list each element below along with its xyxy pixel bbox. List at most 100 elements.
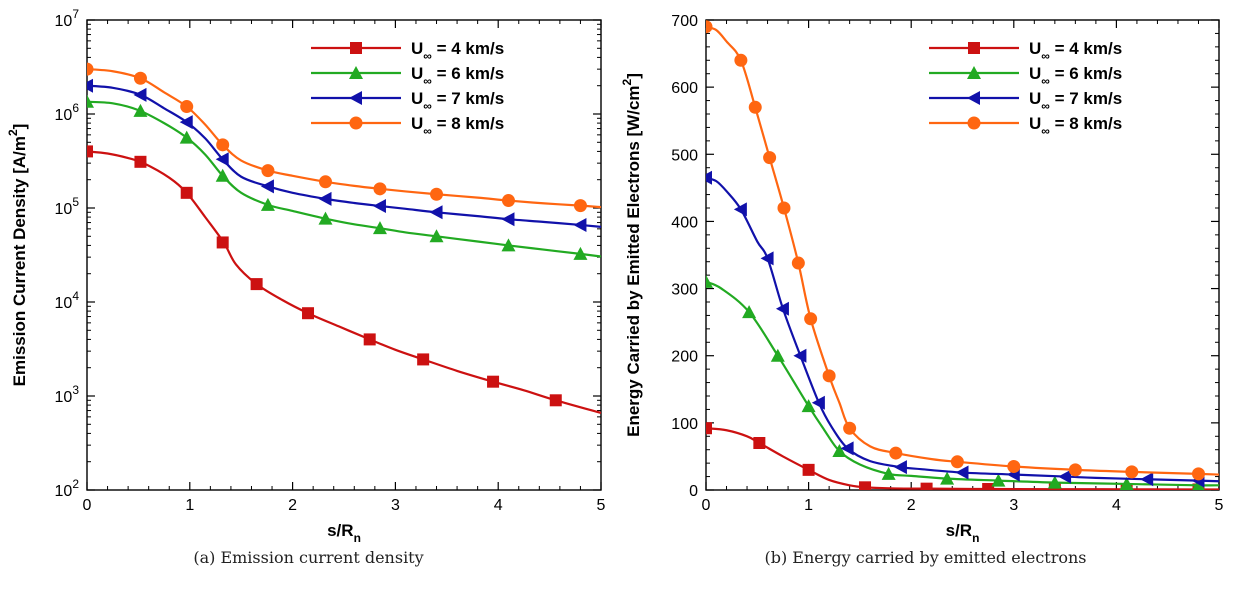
chart-b-series-1-point [801,399,816,413]
chart-b-series-2-point [840,441,854,456]
chart-b-series-3-point [734,53,748,67]
chart-b-series-0-point [859,481,872,490]
chart-b-xtick-label: 3 [1009,497,1018,514]
chart-b-series-2-point [793,348,807,363]
chart-b-xtick-label: 1 [804,497,813,514]
chart-b-series-3-point [1191,467,1205,481]
chart-b-legend-marker-2 [967,91,980,105]
chart-a-series-1-point [318,211,333,225]
chart-b-series-2-line [706,176,1219,483]
chart-b-ytick-label: 300 [671,282,698,299]
chart-panel-b: 0 1 2 3 4 5 0 100 200 300 400 500 600 700 s/Rn Energy C… [617,0,1234,590]
chart-a-ytick-label: 107 [55,7,80,30]
chart-b-xtick-label: 4 [1112,497,1121,514]
chart-b-series-2-point [893,460,907,475]
chart-a-series-0-line [87,150,601,415]
chart-b-legend-label-1: U∞ = 6 km/s [1029,64,1122,88]
chart-b-series-2-point [775,301,789,316]
chart-a-series-0-point [417,353,430,366]
chart-a-series-1-line [87,100,601,258]
chart-a-series-3-point [573,199,587,213]
chart-a-series-0-point [87,145,93,158]
chart-a-series-3-point [87,62,94,76]
chart-b-caption: (b) Energy carried by emitted electrons [764,548,1087,567]
chart-b-ytick-label: 600 [671,80,698,97]
chart-a-series-0-point [302,307,315,320]
chart-b-ytick-label: 0 [689,483,698,500]
chart-a-series-2-line [87,84,601,228]
chart-a-series-3-point [216,138,230,152]
chart-b-series-1-point [770,348,785,362]
chart-b-series-3-point [748,100,762,114]
chart-b-series-1-point [1047,475,1062,489]
chart-b-series-1-point [742,305,757,319]
chart-a-series-1-point [372,221,387,235]
chart-b-series-0-point [982,482,995,490]
chart-a-series-1 [87,94,601,260]
chart-a-legend-label-3: U∞ = 8 km/s [411,114,504,138]
chart-a-xtick-label: 3 [391,497,400,514]
chart-b-ytick-label: 700 [671,13,698,30]
chart-a-series-0-point [180,186,193,199]
chart-b-series-1-point [991,473,1006,487]
chart-a-series-2-point [372,199,386,214]
chart-a-series-3-point [501,194,515,208]
chart-a-series-3-point [261,164,275,178]
chart-b-legend-marker-0 [968,42,980,54]
chart-a-legend-label-2: U∞ = 7 km/s [411,89,504,113]
chart-a-y-axis-title: Emission Current Density [A/m2] [6,124,29,387]
chart-a-series-3 [87,62,601,213]
chart-a-series-1-point [429,229,444,243]
chart-a-series-2-point [318,191,332,206]
chart-a-series-0-point [216,236,229,249]
chart-b-series-1 [706,274,1219,490]
chart-a-series-2-point [133,87,147,102]
chart-a-series-1-point [501,238,516,252]
chart-b-legend-marker-1 [967,66,981,79]
chart-a-legend-label-0: U∞ = 4 km/s [411,39,504,63]
chart-a-series-3-point [430,187,444,201]
chart-b-series-1-point [832,444,847,458]
chart-b-plot-frame [705,19,1220,491]
chart-panel-a: 0 1 2 3 4 5 102 103 104 105 106 107 s/Rn Emission Cur… [6,7,606,567]
chart-b-series-2 [706,170,1219,488]
chart-b-x-axis-title: s/Rn [946,521,980,545]
chart-b-series-2-point [706,170,712,185]
chart-b-legend-label-3: U∞ = 8 km/s [1029,114,1122,138]
chart-b-y-axis-title: Energy Carried by Emitted Electrons [W/c… [620,73,643,437]
chart-a-caption: (a) Emission current density [193,548,424,567]
chart-b-series-2-point [733,202,747,217]
chart-a-legend-marker-1 [349,66,363,79]
chart-b-series-3 [706,20,1219,481]
chart-b-series-1-line [706,280,1219,487]
chart-b-series-3-point [822,369,836,383]
chart-a-series-1-point [133,103,148,117]
chart-a-series-2-point [260,179,274,194]
chart-a-legend-marker-0 [350,42,362,54]
chart-a-series-0-point [363,333,376,346]
chart-a-series-2-point [501,212,515,227]
chart-b-series-0-point [802,463,815,476]
chart-a-plot: 0 1 2 3 4 5 102 103 104 105 106 107 s/Rn Emission Cur… [6,7,606,545]
chart-a-ytick-label: 103 [55,383,80,406]
chart-a-series-0 [87,145,601,415]
chart-a-ytick-label: 102 [55,477,80,500]
chart-a-x-axis-title: s/Rn [327,521,361,545]
chart-a-series-3-point [318,175,332,189]
chart-b-series-3-line [706,25,1219,476]
chart-a-series-0-point [134,155,147,168]
chart-b-legend-marker-3 [967,116,981,130]
chart-a-series-1-point [573,246,588,260]
chart-a-series-1-point [179,130,194,144]
chart-b-series-1-point [1119,476,1134,490]
chart-b-series-3-point [763,151,777,165]
chart-b-ytick-label: 400 [671,214,698,231]
chart-b-legend-label-0: U∞ = 4 km/s [1029,39,1122,63]
chart-b-series-3-point [889,446,903,460]
chart-a-xtick-label: 5 [597,497,606,514]
chart-a-series-2-point [179,115,193,130]
chart-b-series-3-point [1068,463,1082,477]
chart-a-series-1-point [215,168,230,182]
chart-b-series-3-point [1007,460,1021,473]
chart-b-ytick-label: 500 [671,147,698,164]
